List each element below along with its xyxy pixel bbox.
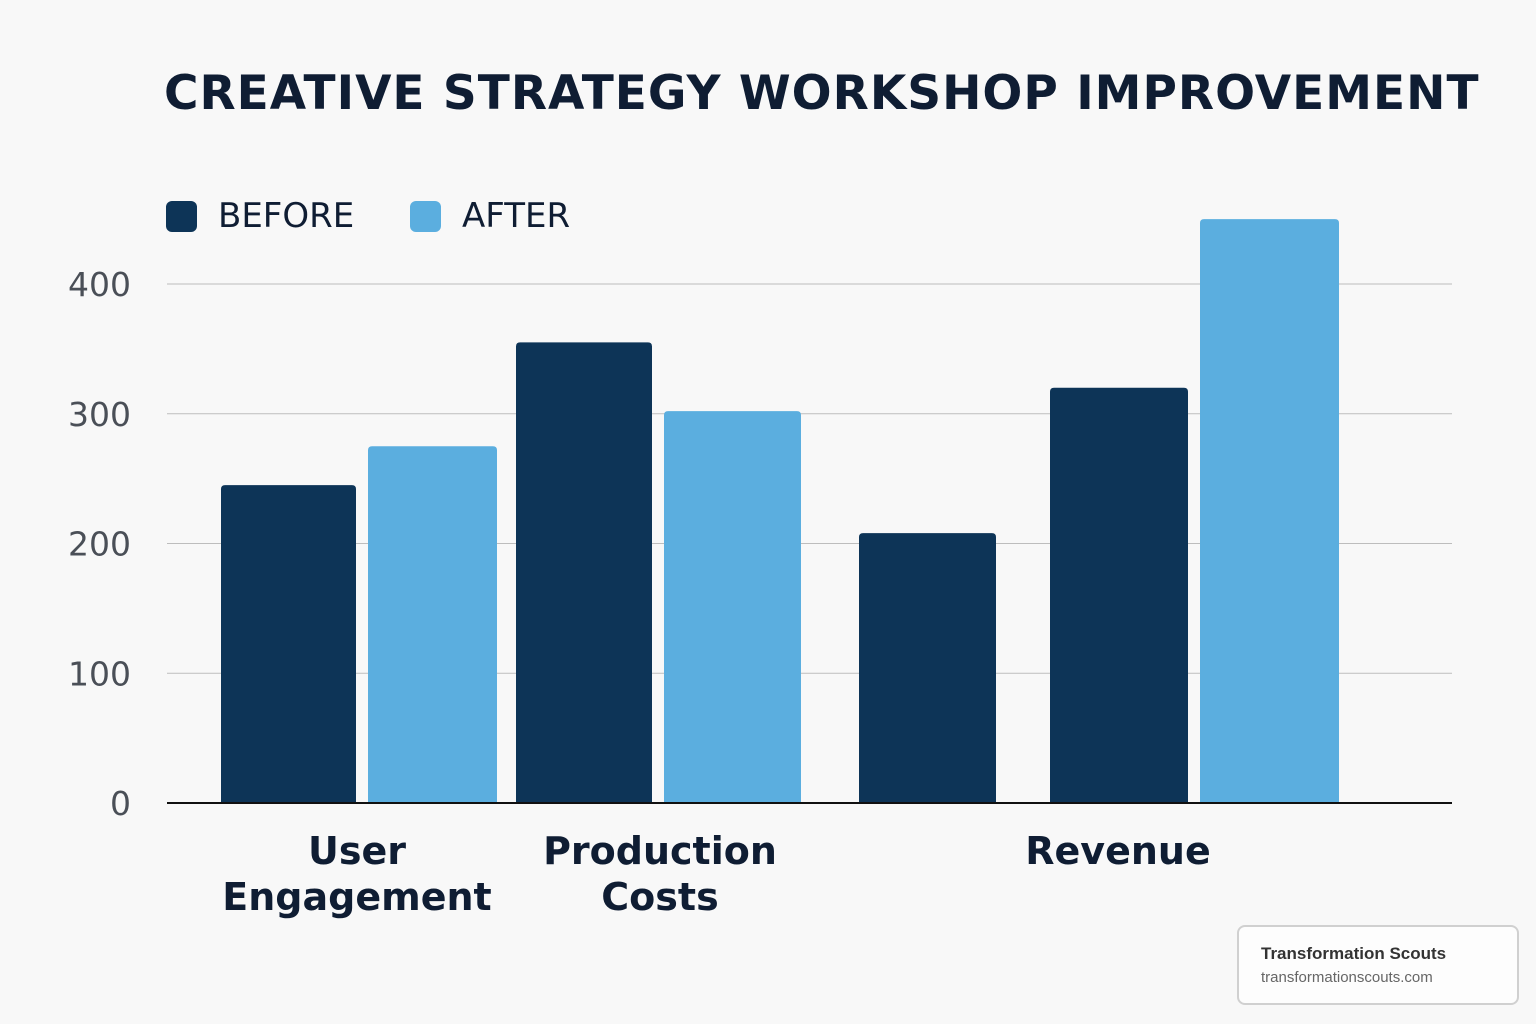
watermark-badge: Transformation Scouts transformationscou… <box>1237 925 1519 1005</box>
y-tick-label-100: 100 <box>68 654 131 693</box>
bar-before-0 <box>221 485 356 803</box>
legend-item-after: AFTER <box>410 196 570 236</box>
bar-after-1 <box>664 411 801 803</box>
bar-extra-before-0 <box>859 533 996 803</box>
watermark-name: Transformation Scouts <box>1261 944 1447 963</box>
legend-label-before: BEFORE <box>218 196 355 236</box>
bar-before-2 <box>1050 387 1188 803</box>
legend-swatch-after <box>410 200 441 232</box>
y-tick-label-300: 300 <box>68 395 131 434</box>
watermark-url: transformationscouts.com <box>1261 969 1433 986</box>
legend-item-before: BEFORE <box>166 196 354 236</box>
x-category-label-revenue: Revenue <box>1025 829 1211 873</box>
y-tick-label-200: 200 <box>68 525 131 564</box>
y-tick-label-0: 0 <box>110 784 131 823</box>
legend-swatch-before <box>166 200 197 232</box>
x-category-label-production-costs: Production Costs <box>543 829 777 919</box>
legend-label-after: AFTER <box>462 196 571 236</box>
bar-after-2 <box>1200 219 1339 803</box>
x-category-label-user-engagement: User Engagement <box>222 829 492 919</box>
chart-title: CREATIVE STRATEGY WORKSHOP IMPROVEMENT <box>164 66 1480 121</box>
bar-after-0 <box>368 446 497 803</box>
y-tick-label-400: 400 <box>68 265 131 304</box>
bar-before-1 <box>516 342 652 803</box>
